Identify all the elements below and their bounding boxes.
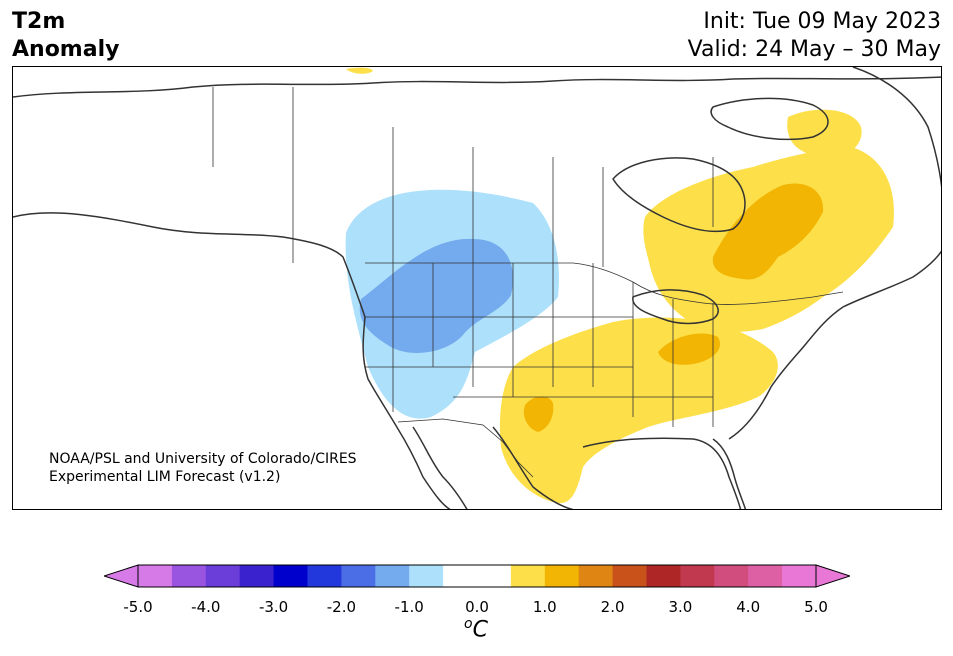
colorbar-max-extend (815, 564, 850, 588)
colorbar-tick-label: -1.0 (394, 598, 424, 616)
west-coast (13, 212, 451, 509)
colorbar-tick-label: -2.0 (326, 598, 357, 616)
variable-subtitle: Anomaly (12, 37, 120, 62)
colorbar-swatch (646, 565, 681, 587)
hudson-bay (612, 157, 746, 233)
units-label: oC (464, 616, 488, 642)
colorbar-swatch (239, 565, 275, 587)
colorbar-tick-label: 5.0 (804, 598, 828, 616)
east-coast (728, 250, 941, 440)
baja-peninsula (412, 426, 468, 509)
colorbar-swatch (341, 565, 376, 587)
anomaly-map (13, 67, 941, 509)
colorbar-swatch (544, 565, 580, 587)
political-borders (212, 87, 844, 478)
warm-anomaly-core-texas (523, 396, 554, 432)
title-block: T2m Anomaly (12, 8, 119, 64)
colorbar-swatches (104, 564, 850, 588)
colorbar (104, 564, 850, 588)
colorbar-tick-label: 3.0 (668, 598, 693, 616)
colorbar-swatch (680, 565, 715, 587)
colorbar-swatch (612, 565, 647, 587)
colorbar-swatch (748, 565, 783, 587)
credit-line-2: Experimental LIM Forecast (v1.2) (49, 469, 281, 485)
florida (712, 438, 747, 509)
colorbar-swatch (138, 565, 173, 587)
warm-anomaly-arctic (346, 67, 373, 74)
valid-range: Valid: 24 May – 30 May (687, 37, 941, 62)
us-mexico-border (397, 418, 534, 478)
map-panel (12, 66, 942, 510)
warm-anomaly-labrador (787, 109, 862, 158)
greenland (852, 67, 941, 188)
units-text: C (472, 617, 488, 643)
colorbar-swatch (409, 565, 444, 587)
colorbar-swatch (477, 565, 512, 587)
units-degree: o (464, 616, 473, 632)
warm-anomaly-core-quebec (712, 183, 824, 280)
colorbar-tick-label: -4.0 (191, 598, 221, 616)
gulf-coast (492, 426, 742, 509)
warm-anomaly-core-ohio (658, 333, 721, 365)
cool-anomaly-medium (359, 238, 514, 354)
baffin-island (710, 97, 829, 141)
credit-line-1: NOAA/PSL and University of Colorado/CIRE… (49, 451, 357, 467)
colorbar-tick-label: 1.0 (532, 598, 557, 616)
colorbar-min-extend (104, 564, 139, 588)
colorbar-tick-label: 4.0 (736, 598, 761, 616)
colorbar-swatch (782, 565, 817, 587)
colorbar-swatch (375, 565, 410, 587)
colorbar-swatch (307, 565, 342, 587)
colorbar-swatch (578, 565, 614, 587)
arctic-coast (13, 76, 941, 98)
colorbar-swatch (205, 565, 241, 587)
colorbar-swatch (443, 565, 478, 587)
init-date: Init: Tue 09 May 2023 (703, 9, 941, 34)
date-block: Init: Tue 09 May 2023 Valid: 24 May – 30… (688, 8, 941, 64)
colorbar-tick-label: -5.0 (123, 598, 153, 616)
coastlines-and-borders (13, 67, 941, 509)
colorbar-swatch (510, 565, 546, 587)
province-lines (212, 87, 714, 267)
colorbar-tick-label: -3.0 (258, 598, 289, 616)
anomaly-shading (345, 67, 894, 504)
us-canada-border (365, 262, 844, 305)
colorbar-outline (137, 564, 817, 588)
colorbar-swatch (273, 565, 308, 587)
state-lines (365, 263, 714, 427)
credit-text: NOAA/PSL and University of Colorado/CIRE… (49, 450, 357, 486)
colorbar-tick-label: 0.0 (465, 598, 489, 616)
colorbar-swatch (714, 565, 749, 587)
colorbar-swatch (171, 565, 207, 587)
warm-anomaly-southcentral (499, 317, 778, 504)
variable-title: T2m (12, 9, 66, 34)
colorbar-tick-label: 2.0 (600, 598, 625, 616)
